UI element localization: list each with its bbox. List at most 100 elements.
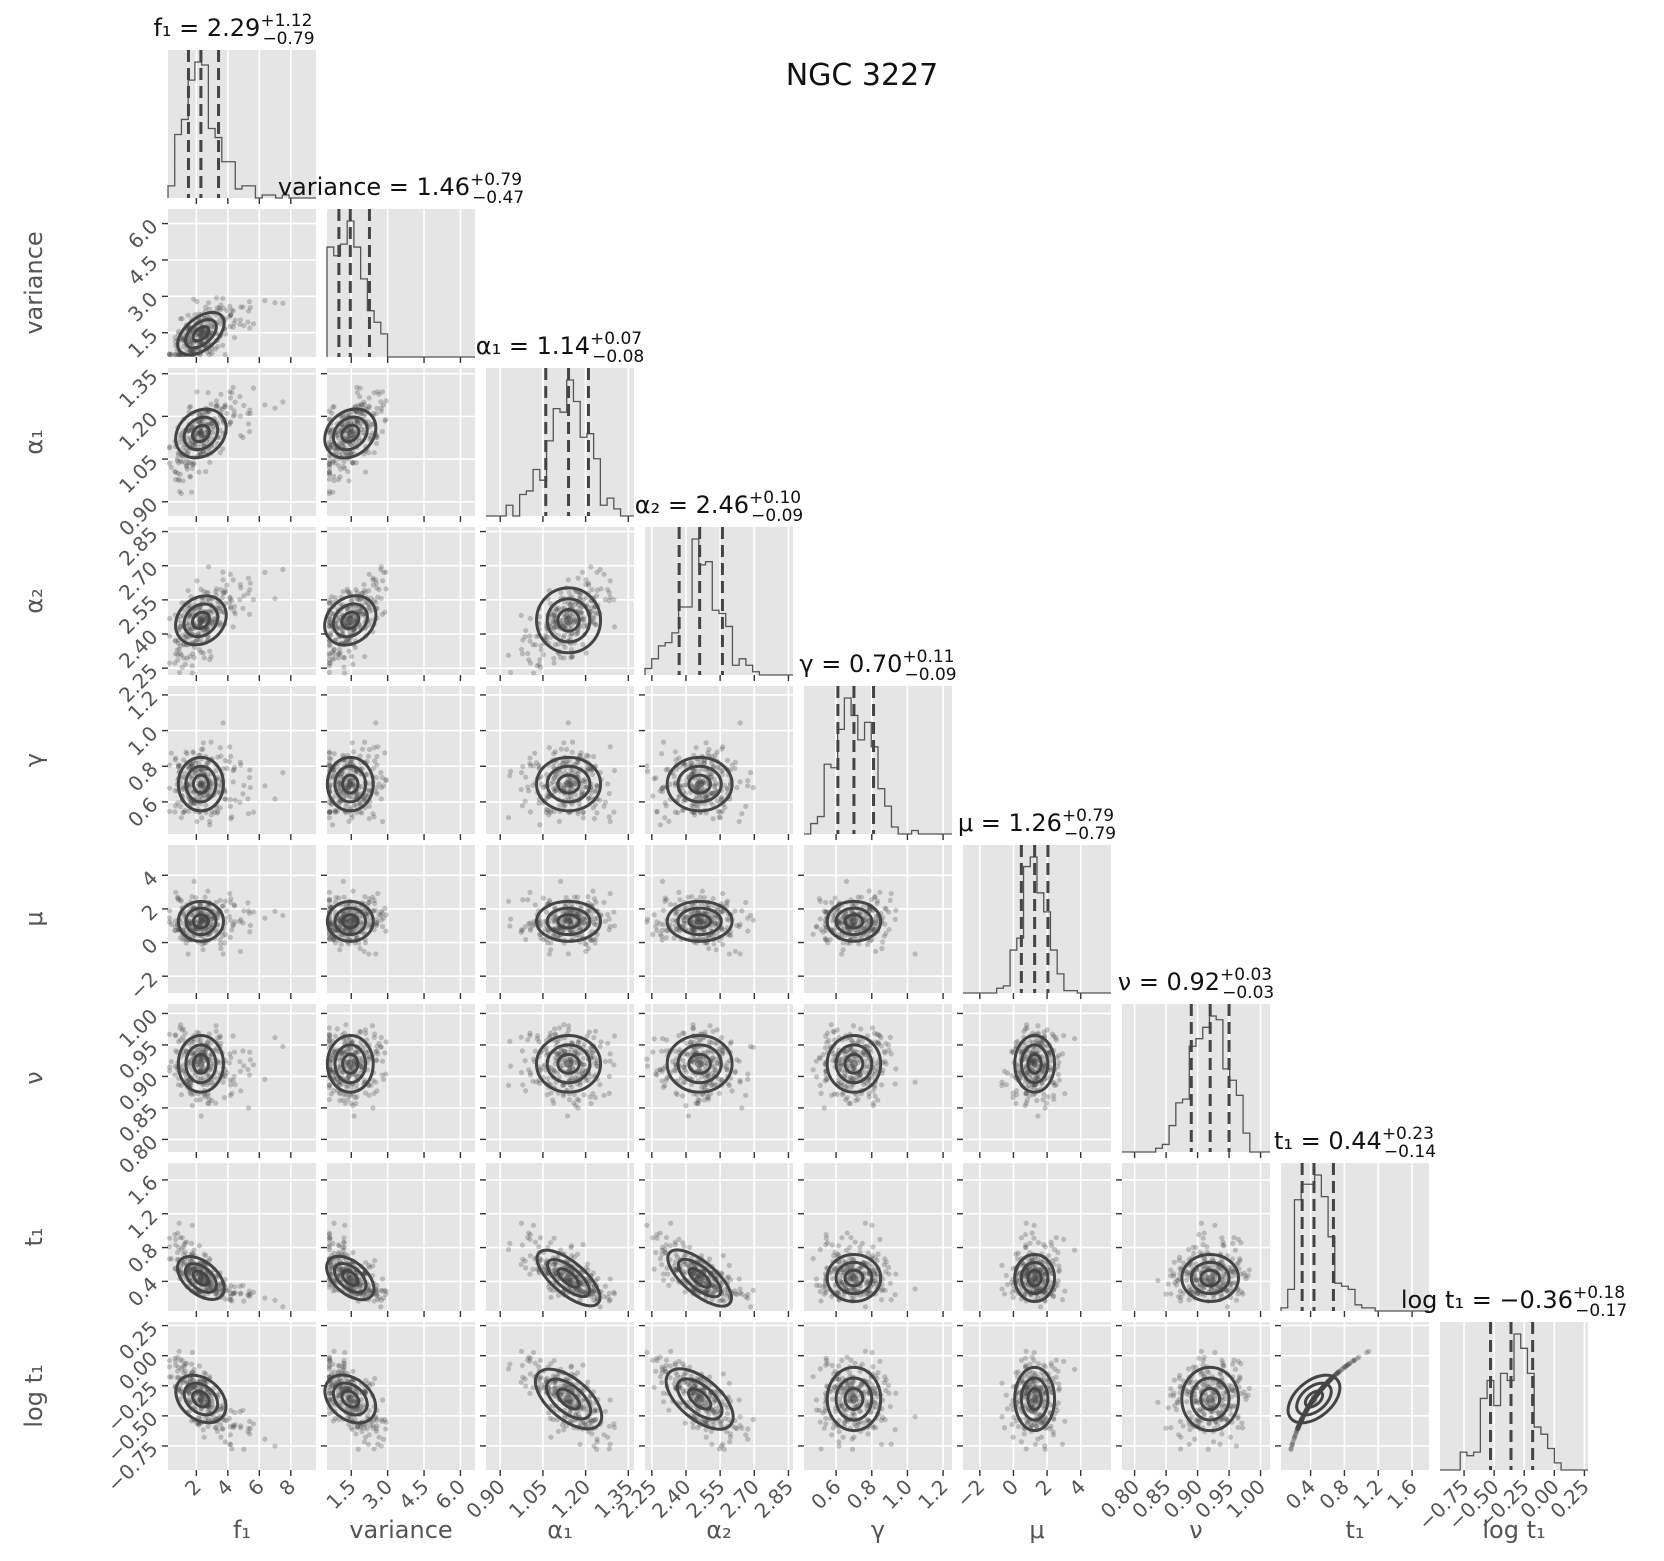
sample-point (832, 895, 838, 901)
density-core (197, 1059, 205, 1068)
sample-point (326, 815, 333, 821)
sample-point (335, 432, 341, 438)
sample-point (166, 444, 173, 450)
sample-point (207, 648, 213, 654)
sample-point (349, 740, 355, 746)
sample-point (519, 1048, 525, 1054)
sample-point (594, 782, 600, 789)
sample-point (872, 918, 879, 924)
sample-point (527, 809, 534, 815)
sample-point (336, 918, 342, 924)
sample-point (351, 1113, 357, 1119)
sample-point (533, 759, 540, 766)
scatter-panel-f1-vs-alpha1: 0.901.051.201.35 (114, 364, 316, 541)
sample-point (182, 448, 188, 454)
contour-level-3 (174, 407, 228, 460)
sample-point (326, 468, 333, 475)
scatter-panel-alpha1-vs-mu (480, 845, 634, 999)
sample-point (331, 646, 337, 652)
sample-point (611, 923, 618, 929)
sample-point (194, 298, 200, 305)
sample-point (345, 419, 351, 425)
sample-point (231, 320, 237, 326)
sample-point (382, 609, 388, 615)
sample-point (326, 597, 333, 604)
sample-point (644, 919, 650, 925)
sample-point (341, 463, 347, 470)
sample-point (172, 334, 178, 341)
sample-point (829, 899, 835, 906)
sample-point (198, 637, 204, 643)
sample-point (230, 1033, 236, 1039)
sample-point (213, 589, 219, 595)
sample-point (575, 575, 581, 581)
scatter-panel-variance-vs-mu (321, 845, 475, 999)
sample-point (183, 463, 190, 470)
sample-point (224, 410, 230, 417)
sample-point (237, 918, 243, 925)
sample-point (224, 908, 230, 914)
contour-level-2 (331, 415, 369, 452)
sample-point (378, 399, 384, 405)
sample-point (353, 409, 359, 415)
sample-point (343, 412, 349, 418)
sample-point (240, 791, 246, 797)
sample-point (246, 774, 253, 781)
sample-point (186, 622, 192, 629)
sample-point (361, 402, 368, 408)
sample-point (711, 941, 717, 947)
sample-point (177, 1022, 184, 1028)
sample-point (592, 802, 599, 808)
sample-point (178, 1092, 185, 1098)
sample-point (840, 947, 846, 953)
sample-point (250, 597, 257, 603)
sample-point (347, 1037, 354, 1044)
scatter-panel-f1-vs-variance: 1.53.04.56.0 (123, 209, 316, 363)
density-core (563, 780, 574, 788)
sample-point (178, 490, 184, 497)
sample-point (166, 351, 173, 358)
sample-point (166, 785, 173, 791)
sample-point (330, 489, 336, 495)
sample-point (330, 459, 336, 465)
sample-point (565, 577, 571, 583)
sample-point (353, 587, 359, 593)
sample-point (208, 401, 214, 407)
sample-point (172, 351, 178, 358)
sample-point (272, 796, 278, 802)
sample-point (206, 1096, 212, 1102)
sample-point (866, 888, 872, 894)
sample-point (332, 449, 339, 455)
sample-point (272, 405, 278, 411)
sample-point (338, 941, 344, 947)
sample-point (186, 339, 192, 345)
sample-point (224, 582, 230, 588)
sample-point (348, 411, 354, 417)
sample-point (585, 582, 592, 588)
sample-point (280, 912, 286, 919)
sample-point (326, 471, 333, 477)
sample-point (227, 419, 233, 426)
sample-point (245, 796, 251, 802)
sample-point (606, 814, 612, 820)
sample-point (712, 914, 718, 921)
sample-point (382, 418, 388, 424)
sample-point (228, 604, 234, 610)
sample-point (518, 927, 525, 933)
sample-point (326, 460, 333, 466)
sample-point (662, 800, 668, 806)
sample-point (366, 951, 372, 957)
sample-point (230, 624, 236, 630)
sample-point (580, 642, 586, 648)
sample-point (230, 779, 236, 785)
sample-point (218, 945, 224, 952)
sample-point (523, 627, 529, 634)
sample-point (553, 788, 559, 794)
sample-point (172, 757, 178, 763)
y-tick-label-alpha1: 1.05 (114, 450, 162, 498)
sample-point (362, 653, 368, 660)
contour-level-2 (183, 318, 218, 350)
sample-point (373, 774, 380, 781)
sample-point (743, 899, 749, 906)
sample-point (371, 745, 377, 751)
